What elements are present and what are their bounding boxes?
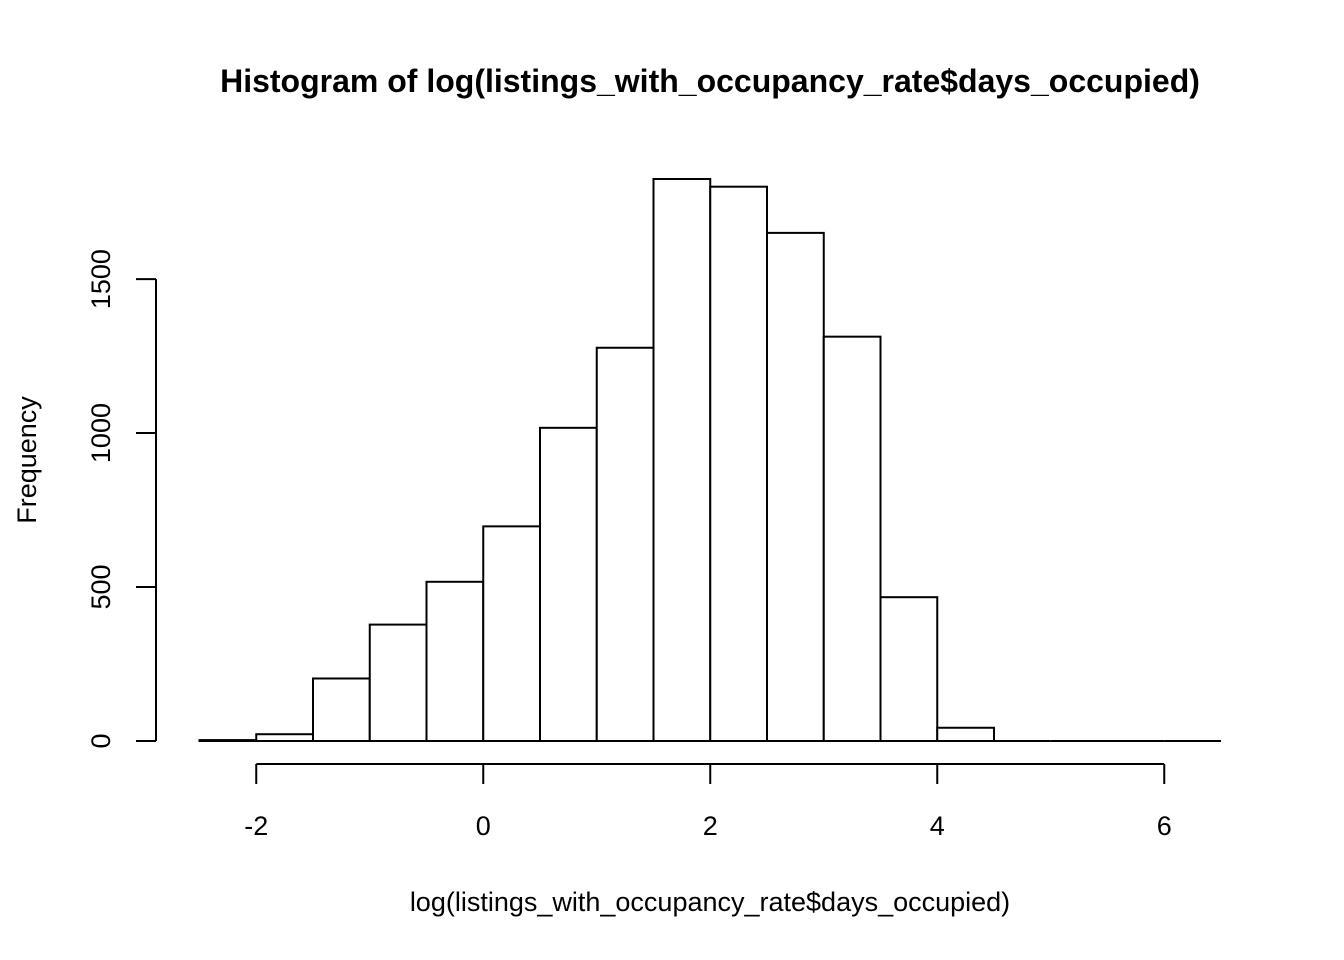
histogram-bar (255, 733, 314, 743)
histogram-bar (595, 346, 655, 742)
histogram-bar (198, 739, 258, 743)
histogram-bar (879, 596, 939, 742)
histogram-bar (936, 726, 995, 743)
histogram-bar (482, 525, 541, 742)
bars-group (198, 178, 1221, 743)
y-tick-label: 0 (86, 733, 116, 748)
histogram-bar (766, 231, 825, 742)
x-tick-label: 0 (476, 811, 491, 841)
histogram-bar (425, 580, 485, 743)
y-tick-label: 1500 (86, 249, 116, 309)
chart-title: Histogram of log(listings_with_occupancy… (220, 63, 1200, 99)
x-tick-label: 6 (1157, 811, 1172, 841)
y-axis: 0 500 1000 1500 (86, 249, 157, 749)
histogram-bar (652, 178, 712, 742)
x-tick-label: 4 (930, 811, 945, 841)
y-tick-label: 1000 (86, 403, 116, 463)
y-axis-label: Frequency (12, 396, 42, 524)
histogram-bar (709, 185, 768, 743)
x-axis-label: log(listings_with_occupancy_rate$days_oc… (410, 887, 1010, 917)
histogram-bar (312, 677, 371, 742)
x-axis: -2 0 2 4 6 (244, 763, 1172, 841)
histogram-bar (368, 623, 428, 743)
histogram-bar (539, 426, 598, 742)
x-tick-label: -2 (244, 811, 268, 841)
y-tick-label: 500 (86, 564, 116, 609)
histogram-bar (822, 335, 882, 742)
x-tick-label: 2 (703, 811, 718, 841)
